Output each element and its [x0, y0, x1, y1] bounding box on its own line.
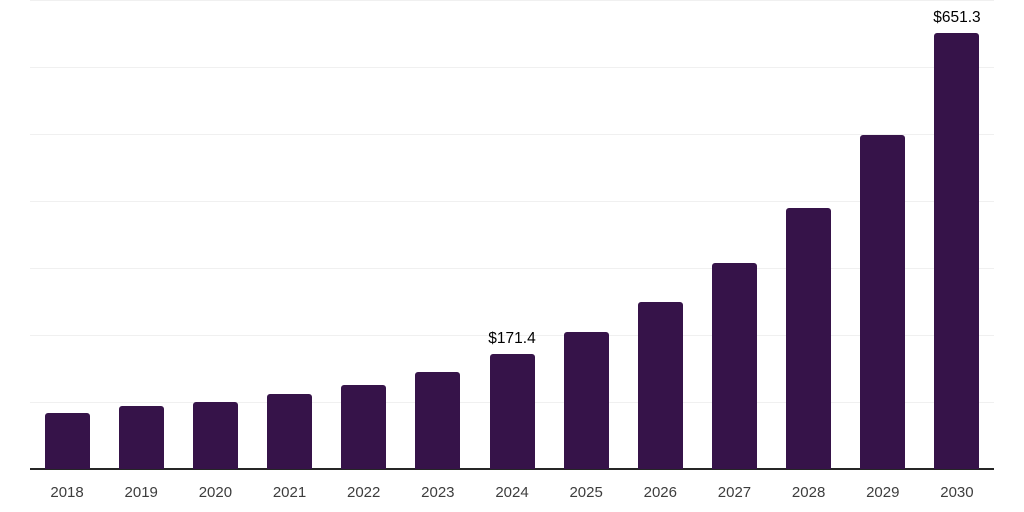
- x-tick-label-2028: 2028: [791, 484, 826, 501]
- x-tick-label-2018: 2018: [50, 484, 84, 501]
- bar-2018: [44, 412, 90, 469]
- x-tick-label-2026: 2026: [643, 484, 677, 501]
- gridline-600: [30, 67, 994, 68]
- bar-2024: [489, 354, 535, 469]
- bar-2025: [563, 332, 609, 469]
- x-tick-label-2021: 2021: [272, 484, 307, 501]
- gridline-400: [30, 201, 994, 202]
- x-tick-label-2020: 2020: [198, 484, 233, 501]
- gridline-500: [30, 134, 994, 135]
- bar-2021: [267, 393, 313, 469]
- gridline-200: [30, 335, 994, 336]
- x-tick-label-2023: 2023: [421, 484, 455, 501]
- bar-2022: [341, 385, 387, 469]
- x-tick-label-2025: 2025: [569, 484, 603, 501]
- bar-2023: [415, 371, 461, 469]
- x-axis-line: [30, 468, 994, 470]
- bar-2019: [118, 406, 164, 469]
- bar-2028: [786, 207, 832, 469]
- x-tick-label-2019: 2019: [124, 484, 158, 501]
- bar-2026: [637, 301, 683, 469]
- x-tick-label-2024: 2024: [495, 484, 529, 501]
- x-tick-label-2022: 2022: [347, 484, 381, 501]
- data-label-2030: $651.3: [933, 8, 981, 26]
- bar-2027: [711, 263, 757, 469]
- x-tick-label-2030: 2030: [940, 484, 974, 501]
- bar-2029: [860, 134, 906, 469]
- bar-2020: [192, 402, 238, 469]
- data-label-2024: $171.4: [488, 330, 536, 348]
- gridline-700: [30, 0, 994, 1]
- gridline-300: [30, 268, 994, 269]
- x-tick-label-2029: 2029: [866, 484, 900, 501]
- bar-2030: [934, 32, 980, 469]
- x-tick-label-2027: 2027: [717, 484, 752, 501]
